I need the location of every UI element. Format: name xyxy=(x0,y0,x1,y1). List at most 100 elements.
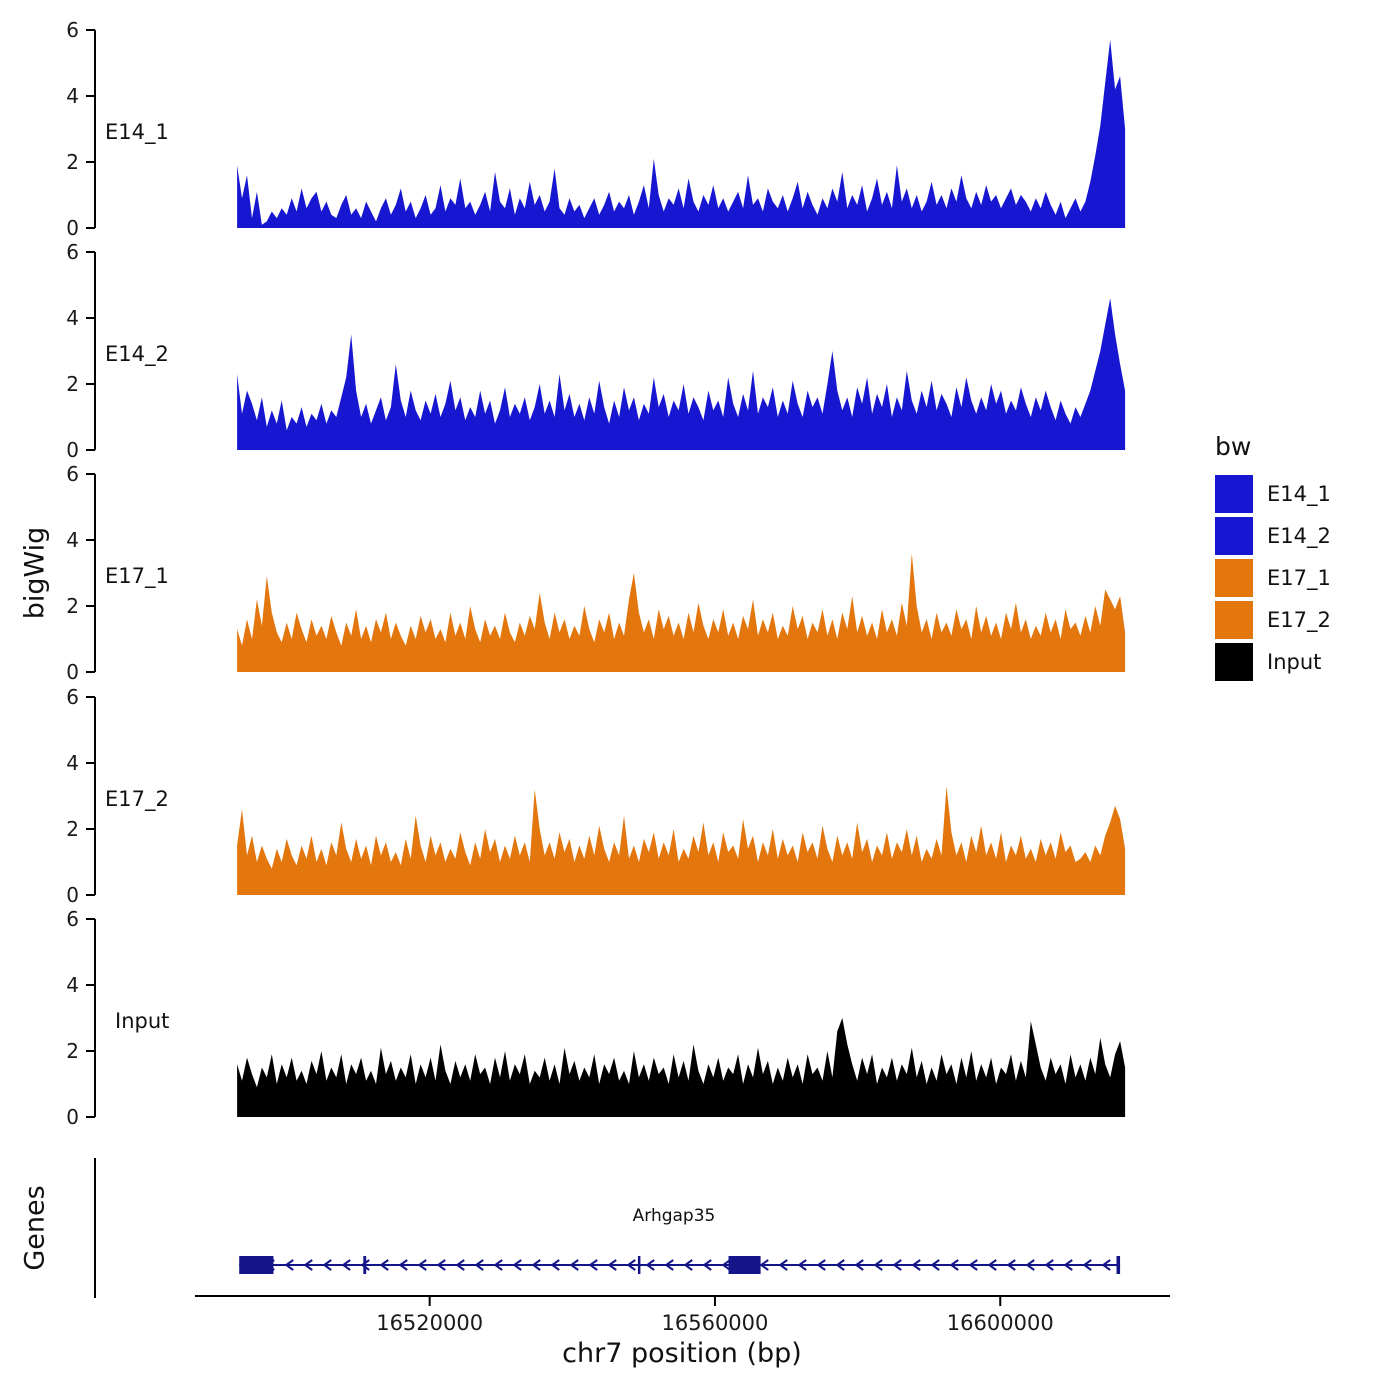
y-tick-label-E17_1-6: 6 xyxy=(66,462,79,486)
gene-strand-arrow xyxy=(759,1259,769,1271)
gene-strand-arrow xyxy=(1063,1259,1073,1271)
gene-strand-arrow xyxy=(284,1259,294,1271)
x-axis-title: chr7 position (bp) xyxy=(562,1338,802,1369)
legend-entry-e17-2: E17_2 xyxy=(1215,601,1331,639)
legend-label-e14-2: E14_2 xyxy=(1267,524,1331,548)
gene-strand-arrow xyxy=(645,1259,655,1271)
y-tick-label-E14_2-0: 0 xyxy=(66,438,79,462)
gene-strand-arrow xyxy=(512,1259,522,1271)
legend-label-e14-1: E14_1 xyxy=(1267,482,1331,506)
track-label-e17-1: E17_1 xyxy=(105,564,169,588)
x-tick-label-16600000: 16600000 xyxy=(947,1311,1054,1335)
legend-label-input: Input xyxy=(1267,650,1322,674)
y-tick-label-Input-4: 4 xyxy=(66,973,79,997)
track-label-input: Input xyxy=(115,1009,170,1033)
gene-strand-arrow xyxy=(816,1259,826,1271)
coverage-area-E14_2 xyxy=(237,298,1126,450)
y-tick-label-E17_1-2: 2 xyxy=(66,594,79,618)
gene-strand-arrow xyxy=(417,1259,427,1271)
gene-strand-arrow xyxy=(949,1259,959,1271)
gene-strand-arrow xyxy=(911,1259,921,1271)
gene-strand-arrow xyxy=(873,1259,883,1271)
gene-strand-arrow xyxy=(721,1259,731,1271)
gene-exon-4 xyxy=(1116,1256,1121,1274)
legend-label-e17-1: E17_1 xyxy=(1267,566,1331,590)
y-tick-label-E14_1-6: 6 xyxy=(66,18,79,42)
gene-strand-arrow xyxy=(664,1259,674,1271)
gene-strand-arrow xyxy=(303,1259,313,1271)
y-tick-label-Input-6: 6 xyxy=(66,907,79,931)
y-tick-label-E17_1-4: 4 xyxy=(66,528,79,552)
y-tick-label-E17_2-2: 2 xyxy=(66,817,79,841)
gene-strand-arrow xyxy=(1101,1259,1111,1271)
gene-exon-2 xyxy=(637,1256,641,1274)
gene-strand-arrow xyxy=(797,1259,807,1271)
gene-strand-arrow xyxy=(322,1259,332,1271)
gene-strand-arrow xyxy=(493,1259,503,1271)
track-label-e14-2: E14_2 xyxy=(105,342,169,366)
legend-swatch-e14-2 xyxy=(1215,517,1253,555)
x-tick-label-16560000: 16560000 xyxy=(662,1311,769,1335)
y-tick-label-E17_1-0: 0 xyxy=(66,660,79,684)
gene-strand-arrow xyxy=(968,1259,978,1271)
gene-exon-3 xyxy=(728,1256,761,1274)
gene-strand-arrow xyxy=(1025,1259,1035,1271)
gene-strand-arrow xyxy=(626,1259,636,1271)
gene-strand-arrow xyxy=(455,1259,465,1271)
y-tick-label-E17_2-0: 0 xyxy=(66,883,79,907)
gene-strand-arrow xyxy=(702,1259,712,1271)
coverage-area-E14_1 xyxy=(237,39,1126,229)
gene-strand-arrow xyxy=(531,1259,541,1271)
genes-axis-title: Genes xyxy=(19,1185,51,1271)
gene-strand-arrow xyxy=(588,1259,598,1271)
gene-strand-arrow xyxy=(474,1259,484,1271)
y-tick-label-E17_2-6: 6 xyxy=(66,685,79,709)
legend-title: bw xyxy=(1215,432,1252,461)
gene-strand-arrow xyxy=(550,1259,560,1271)
coverage-area-E17_2 xyxy=(237,786,1126,895)
gene-strand-arrow xyxy=(987,1259,997,1271)
gene-strand-arrow xyxy=(892,1259,902,1271)
legend-label-e17-2: E17_2 xyxy=(1267,608,1331,632)
legend-entry-input: Input xyxy=(1215,643,1331,681)
legend-entry-e14-1: E14_1 xyxy=(1215,475,1331,513)
y-tick-label-Input-2: 2 xyxy=(66,1039,79,1063)
x-tick-label-16520000: 16520000 xyxy=(376,1311,483,1335)
gene-strand-arrow xyxy=(1082,1259,1092,1271)
legend-swatch-e14-1 xyxy=(1215,475,1253,513)
gene-strand-arrow xyxy=(360,1259,370,1271)
gene-strand-arrow xyxy=(854,1259,864,1271)
gene-strand-arrow xyxy=(683,1259,693,1271)
y-tick-label-E17_2-4: 4 xyxy=(66,751,79,775)
y-tick-label-E14_2-4: 4 xyxy=(66,306,79,330)
legend-swatch-e17-2 xyxy=(1215,601,1253,639)
legend: bw E14_1 E14_2 E17_1 E17_2 Input xyxy=(1215,432,1331,685)
gene-strand-arrow xyxy=(1044,1259,1054,1271)
track-label-e14-1: E14_1 xyxy=(105,120,169,144)
gene-strand-arrow xyxy=(569,1259,579,1271)
legend-entry-e14-2: E14_2 xyxy=(1215,517,1331,555)
legend-swatch-input xyxy=(1215,643,1253,681)
gene-strand-arrow xyxy=(398,1259,408,1271)
legend-entry-e17-1: E17_1 xyxy=(1215,559,1331,597)
gene-strand-arrow xyxy=(835,1259,845,1271)
y-tick-label-E14_1-2: 2 xyxy=(66,150,79,174)
gene-strand-arrow xyxy=(930,1259,940,1271)
gene-strand-arrow xyxy=(341,1259,351,1271)
y-tick-label-E14_2-6: 6 xyxy=(66,240,79,264)
track-label-e17-2: E17_2 xyxy=(105,787,169,811)
gene-strand-arrow xyxy=(778,1259,788,1271)
coverage-area-E17_1 xyxy=(237,553,1126,672)
y-tick-label-E14_2-2: 2 xyxy=(66,372,79,396)
y-axis-title: bigWig xyxy=(19,526,51,620)
gene-strand-arrow xyxy=(607,1259,617,1271)
legend-swatch-e17-1 xyxy=(1215,559,1253,597)
coverage-area-Input xyxy=(237,1018,1126,1117)
gene-strand-arrow xyxy=(1006,1259,1016,1271)
gene-name-label: Arhgap35 xyxy=(632,1206,716,1226)
gene-strand-arrow xyxy=(379,1259,389,1271)
gene-exon-0 xyxy=(239,1256,274,1274)
y-tick-label-Input-0: 0 xyxy=(66,1105,79,1129)
